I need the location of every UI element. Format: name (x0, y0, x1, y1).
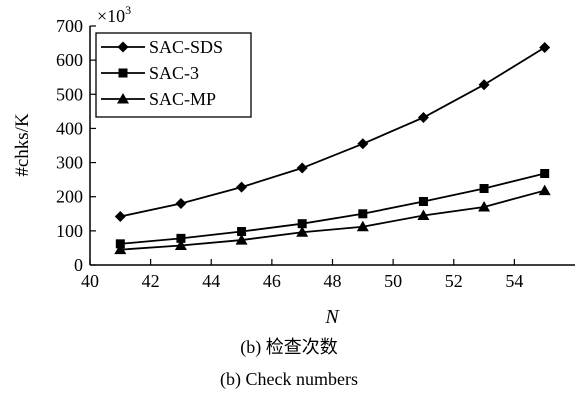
y-multiplier: ×103 (97, 3, 131, 26)
series-line (120, 189, 545, 251)
subfigure-caption-cn: (b) 检查次数 (240, 337, 338, 357)
legend-label: SAC-MP (149, 89, 216, 109)
data-point (479, 184, 489, 194)
x-tick-label: 40 (81, 271, 99, 291)
y-tick-label: 100 (56, 221, 83, 241)
data-point (237, 227, 247, 237)
y-tick-label: 700 (56, 16, 83, 36)
data-point (417, 112, 429, 124)
data-point (174, 239, 187, 251)
data-point (296, 162, 308, 174)
x-tick-label: 52 (445, 271, 463, 291)
y-axis-label: #chks/K (12, 113, 33, 177)
x-axis-label: N (324, 306, 340, 328)
data-point (478, 79, 490, 91)
x-tick-label: 46 (263, 271, 281, 291)
subfigure-caption-en: (b) Check numbers (220, 369, 358, 389)
legend-label: SAC-SDS (149, 37, 223, 57)
data-point (417, 209, 430, 220)
series-line (120, 46, 546, 218)
x-tick-label: 42 (142, 271, 160, 291)
data-point (114, 243, 127, 255)
legend: SAC-SDS SAC-3 SAC-MP (95, 32, 252, 118)
legend-marker (117, 93, 129, 104)
data-point (296, 226, 309, 237)
data-point (356, 220, 369, 232)
data-point (358, 209, 368, 219)
x-tick-label: 54 (505, 271, 523, 291)
data-point (539, 42, 551, 54)
data-point (418, 196, 428, 206)
data-point (357, 138, 369, 150)
data-point (235, 234, 248, 245)
data-point (538, 184, 551, 196)
series-sac-3 (115, 168, 550, 249)
y-tick-label: 200 (56, 187, 83, 207)
legend-marker (117, 41, 129, 53)
data-point (176, 233, 186, 243)
x-tick-label: 48 (324, 271, 342, 291)
series-layer (114, 42, 551, 255)
axes: 0 100 200 300 400 500 600 700 40 42 44 46 48 50 52 54 (56, 16, 575, 291)
data-point (478, 200, 491, 212)
y-tick-label: 600 (56, 50, 83, 70)
series-line (120, 172, 545, 245)
x-tick-label: 50 (384, 271, 402, 291)
series-sac-sds (114, 42, 551, 223)
data-point (540, 168, 550, 178)
legend-label: SAC-3 (149, 63, 199, 83)
y-tick-label: 300 (56, 153, 83, 173)
x-tick-label: 44 (202, 271, 220, 291)
data-point (297, 219, 307, 229)
data-point (236, 181, 248, 193)
y-tick-label: 0 (74, 255, 83, 275)
y-tick-label: 400 (56, 118, 83, 138)
series-sac-mp (114, 184, 551, 255)
legend-marker (118, 68, 128, 78)
y-tick-label: 500 (56, 84, 83, 104)
data-point (175, 198, 187, 210)
data-point (114, 211, 126, 223)
